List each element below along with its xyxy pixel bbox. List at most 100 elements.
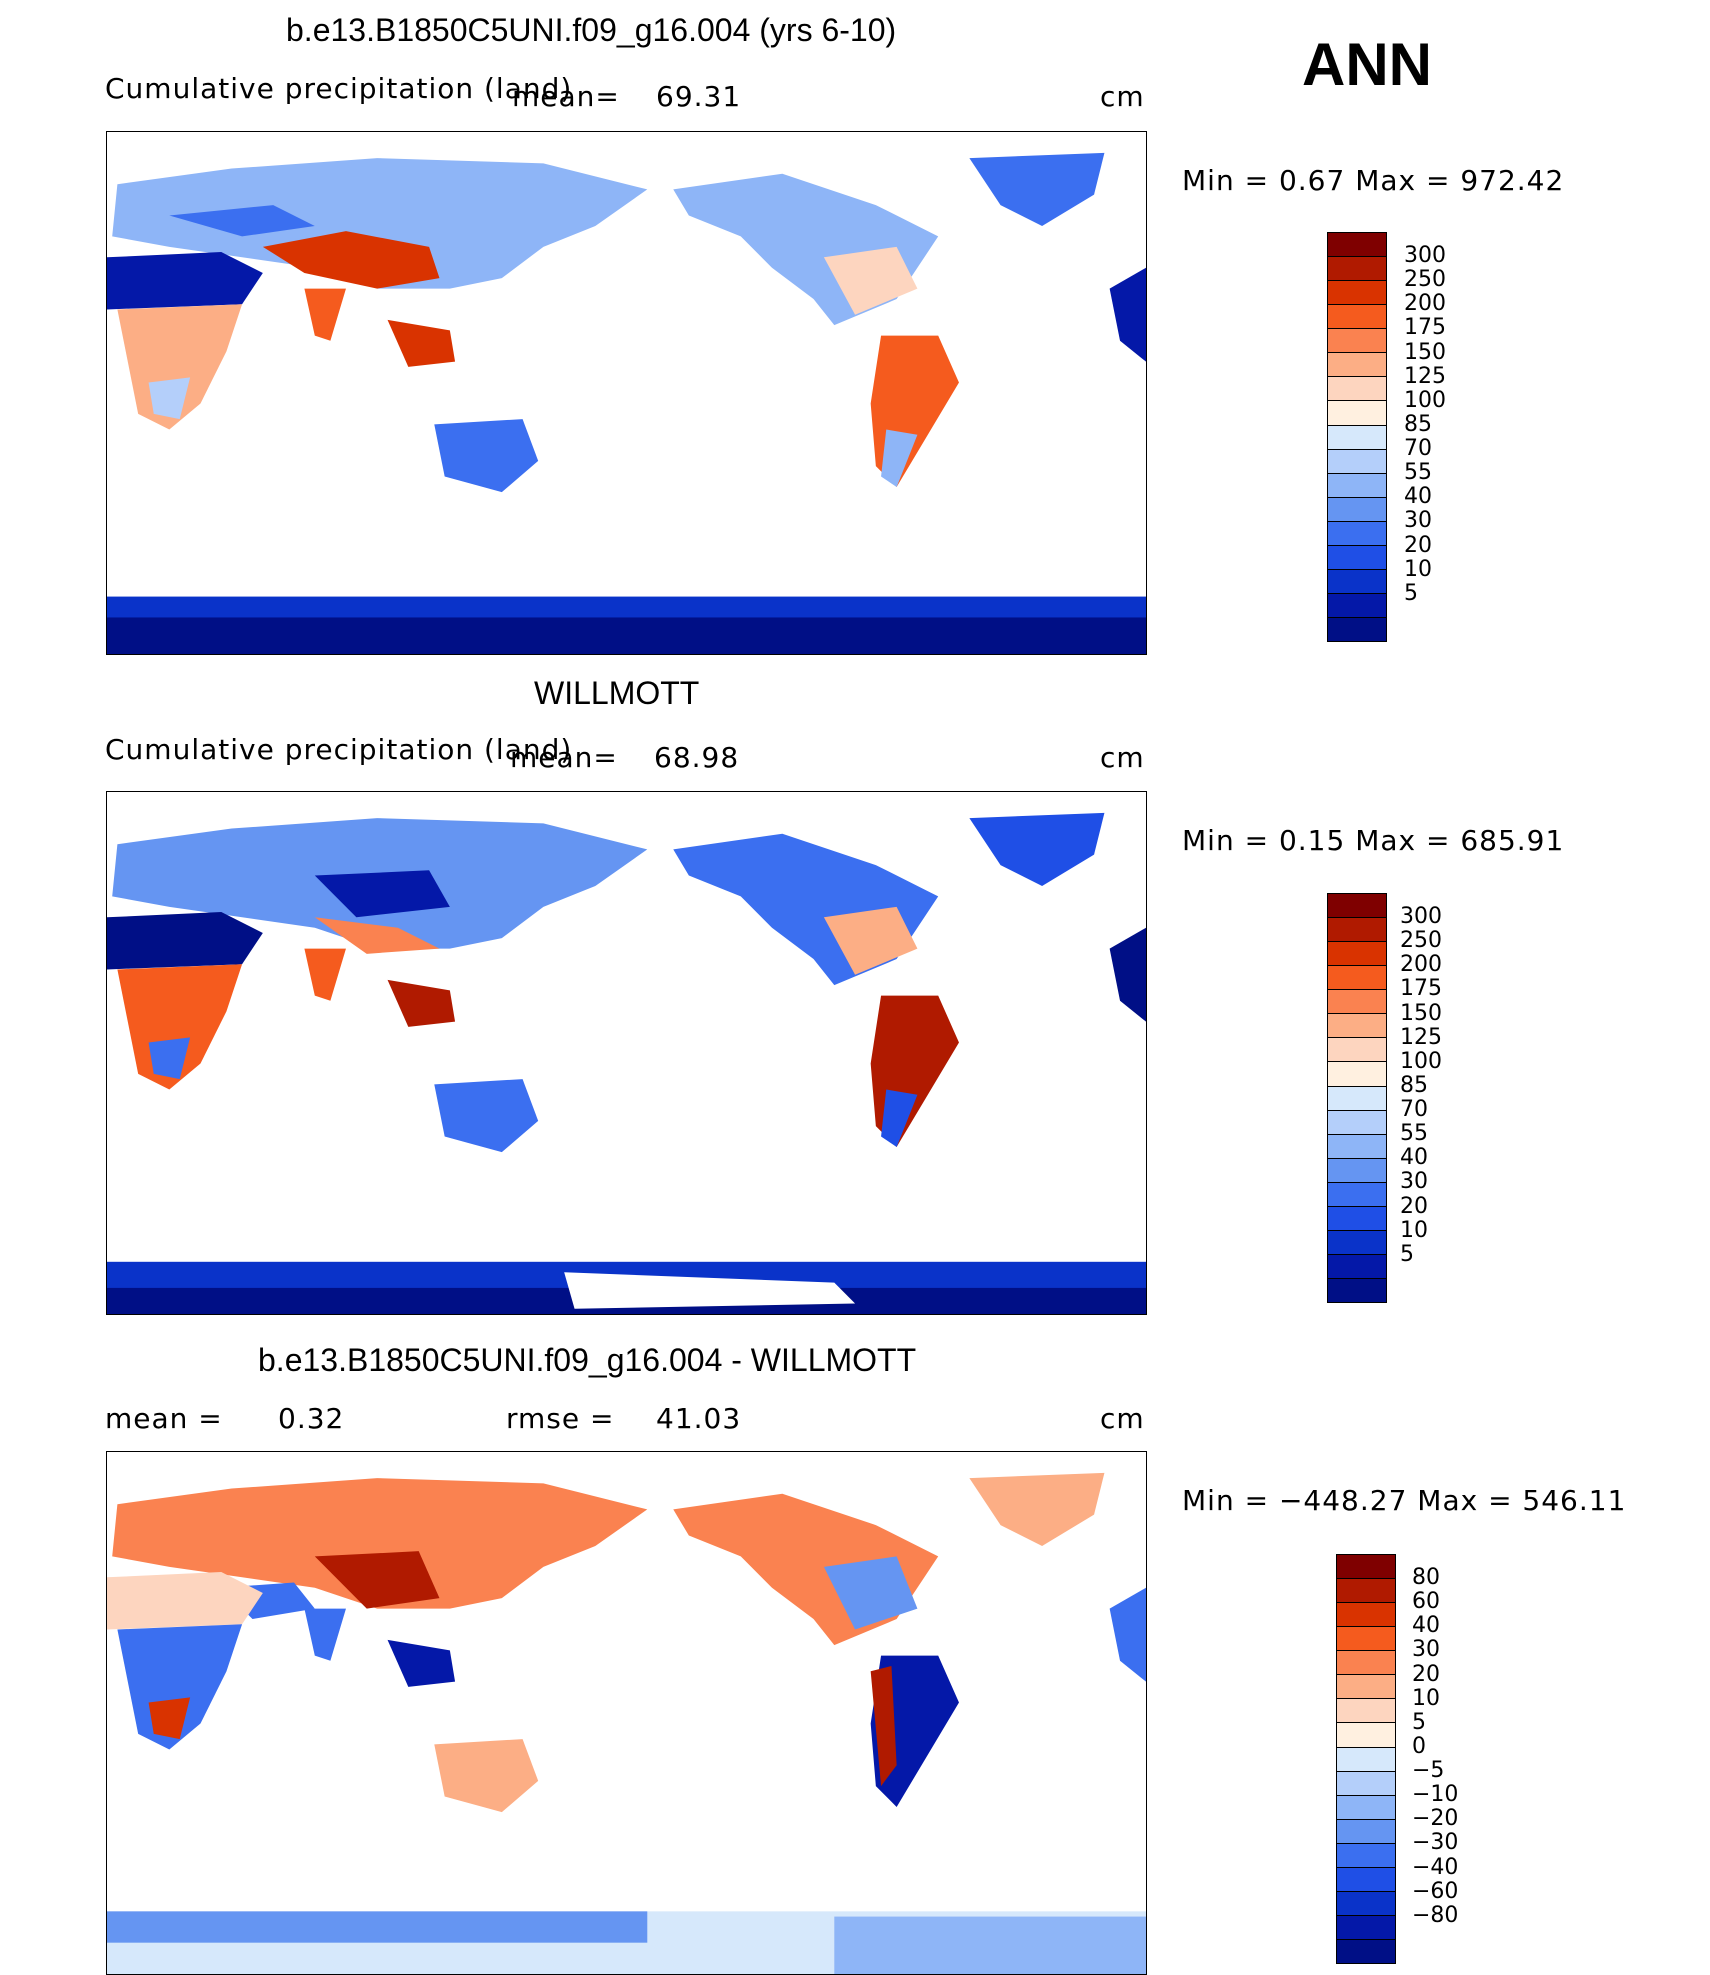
panel-3-title: b.e13.B1850C5UNI.f09_g16.004 - WILLMOTT [258, 1342, 917, 1378]
colorbar-tick-label: 20 [1400, 1193, 1428, 1219]
colorbar-swatch [1328, 1206, 1386, 1231]
sahara-region [107, 1572, 263, 1630]
australia-land [434, 419, 539, 493]
colorbar-swatch [1328, 918, 1386, 943]
antarctica-east [834, 1916, 1146, 1974]
colorbar-tick-label: 60 [1412, 1589, 1440, 1615]
tibet-positive [314, 1551, 440, 1609]
colorbar-tick-label: 70 [1404, 436, 1432, 462]
andes-positive [870, 1666, 897, 1787]
panel-2-variable: Cumulative precipitation (land) [105, 733, 573, 766]
panel-2-minmax: Min = 0.15 Max = 685.91 [1182, 824, 1565, 857]
sahara-dry [107, 912, 263, 970]
colorbar-swatch [1337, 1795, 1395, 1820]
colorbar-tick-label: −5 [1412, 1758, 1445, 1784]
colorbar-tick-label: 150 [1404, 339, 1446, 365]
south-africa-dry [148, 377, 191, 420]
colorbar-tick-label: 40 [1412, 1613, 1440, 1639]
antarctica-interior [107, 617, 1146, 654]
india-land [304, 948, 346, 1001]
panel-2-map [106, 791, 1147, 1315]
eurasia-land [112, 158, 648, 289]
maritime-continent [387, 1639, 456, 1687]
colorbar-swatch [1337, 1915, 1395, 1940]
colorbar-tick-label: −20 [1412, 1806, 1459, 1832]
panel-1-map-svg [107, 152, 1146, 654]
panel-1-colorbar-labels: 300 250 200 175 150 125 100 85 70 55 40 30 20 10 5 [1404, 232, 1484, 640]
colorbar-swatch [1337, 1675, 1395, 1700]
colorbar-tick-label: −30 [1412, 1830, 1459, 1856]
colorbar-swatch [1337, 1603, 1395, 1628]
colorbar-swatch [1328, 1182, 1386, 1207]
colorbar-swatch [1328, 353, 1386, 378]
south-africa-positive [148, 1697, 191, 1740]
colorbar-swatch [1328, 894, 1386, 919]
colorbar-swatch [1328, 545, 1386, 570]
colorbar-tick-label: −40 [1412, 1854, 1459, 1880]
greenland-land [969, 152, 1105, 226]
colorbar-swatch [1328, 377, 1386, 402]
colorbar-tick-label: 10 [1412, 1685, 1440, 1711]
colorbar-swatch [1337, 1771, 1395, 1796]
patagonia-land [881, 429, 918, 487]
africa-land [117, 964, 243, 1090]
colorbar-swatch [1337, 1699, 1395, 1724]
colorbar-swatch [1337, 1747, 1395, 1772]
colorbar-tick-label: 30 [1400, 1169, 1428, 1195]
colorbar-swatch [1328, 593, 1386, 618]
panel-2-mean-label: mean= [510, 741, 618, 774]
maritime-continent [387, 319, 456, 367]
colorbar-tick-label: −80 [1412, 1902, 1459, 1928]
eastern-us [823, 246, 918, 315]
colorbar-tick-label: 5 [1412, 1709, 1426, 1735]
panel-3-map-svg [107, 1472, 1146, 1974]
colorbar-tick-label: 250 [1400, 928, 1442, 954]
colorbar-tick-label: 55 [1404, 460, 1432, 486]
colorbar-swatch [1328, 497, 1386, 522]
greenland-land [969, 1472, 1105, 1546]
colorbar-swatch [1328, 257, 1386, 282]
colorbar-swatch [1328, 942, 1386, 967]
colorbar-tick-label: 100 [1400, 1048, 1442, 1074]
panel-2-map-svg [107, 812, 1146, 1314]
colorbar-tick-label: 175 [1404, 315, 1446, 341]
sahara-dry [107, 252, 263, 310]
colorbar-swatch [1337, 1940, 1395, 1964]
australia-land [434, 1079, 539, 1153]
east-asia-wet [314, 917, 440, 954]
panel-1-mean-value: 69.31 [656, 80, 742, 113]
colorbar-tick-label: 20 [1404, 532, 1432, 558]
africa-land [117, 304, 243, 430]
colorbar-swatch [1328, 281, 1386, 306]
colorbar-swatch [1337, 1579, 1395, 1604]
eastern-us [823, 1556, 918, 1630]
colorbar-tick-label: 55 [1400, 1121, 1428, 1147]
colorbar-swatch [1328, 521, 1386, 546]
colorbar-tick-label: 300 [1400, 904, 1442, 930]
north-america-land [673, 833, 939, 986]
panel-3-rmse-value: 41.03 [656, 1402, 742, 1435]
colorbar-tick-label: 125 [1400, 1024, 1442, 1050]
panel-1-colorbar [1327, 232, 1387, 642]
central-asia-dry [169, 205, 315, 237]
colorbar-swatch [1328, 1038, 1386, 1063]
colorbar-tick-label: 150 [1400, 1000, 1442, 1026]
panel-1-map [106, 131, 1147, 655]
colorbar-swatch [1328, 1086, 1386, 1111]
colorbar-tick-label: 40 [1404, 484, 1432, 510]
africa-right-edge [1109, 267, 1146, 362]
colorbar-swatch [1337, 1843, 1395, 1868]
panel-3-map [106, 1451, 1147, 1975]
colorbar-tick-label: 300 [1404, 243, 1446, 269]
colorbar-tick-label: 125 [1404, 363, 1446, 389]
colorbar-swatch [1328, 1014, 1386, 1039]
maritime-continent [387, 979, 456, 1027]
colorbar-tick-label: 100 [1404, 387, 1446, 413]
india-land [304, 288, 346, 341]
colorbar-swatch [1328, 401, 1386, 426]
colorbar-swatch [1337, 1651, 1395, 1676]
season-label: ANN [1302, 31, 1432, 98]
colorbar-swatch [1328, 990, 1386, 1015]
eurasia-land [112, 1478, 648, 1609]
colorbar-tick-label: 20 [1412, 1661, 1440, 1687]
